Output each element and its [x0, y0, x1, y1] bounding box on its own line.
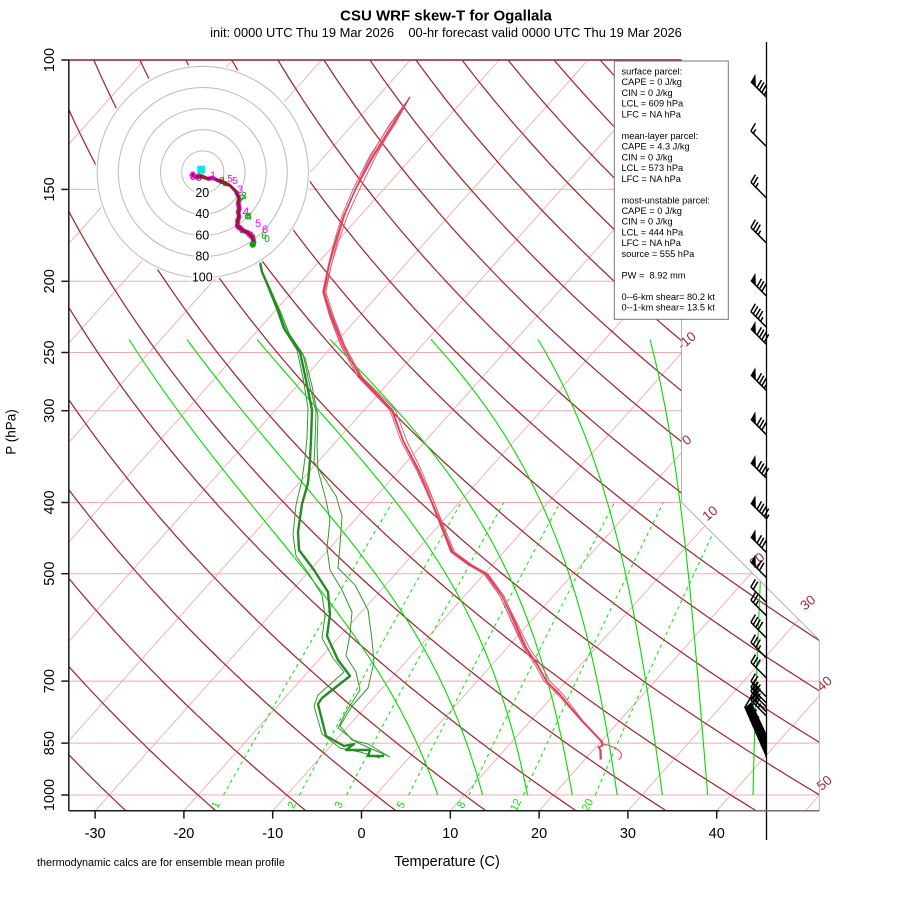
- svg-text:2: 2: [285, 800, 298, 811]
- svg-text:500: 500: [42, 562, 58, 586]
- svg-text:CIN = 0 J/kg: CIN = 0 J/kg: [622, 217, 673, 227]
- svg-text:3: 3: [237, 184, 243, 196]
- svg-text:700: 700: [42, 669, 58, 693]
- svg-text:0: 0: [357, 826, 365, 842]
- svg-text:4: 4: [246, 211, 252, 223]
- svg-text:init: 0000 UTC Thu 19 Mar 2026: init: 0000 UTC Thu 19 Mar 2026 00-hr for…: [210, 25, 682, 40]
- svg-text:CAPE = 0 J/kg: CAPE = 0 J/kg: [622, 77, 682, 87]
- svg-text:most-unstable parcel:: most-unstable parcel:: [622, 195, 710, 205]
- svg-text:80: 80: [195, 250, 209, 264]
- svg-text:60: 60: [195, 228, 209, 242]
- svg-text:12: 12: [508, 797, 524, 813]
- svg-text:LCL = 444 hPa: LCL = 444 hPa: [622, 228, 684, 238]
- svg-text:0--6-km shear= 80.2 kt: 0--6-km shear= 80.2 kt: [622, 292, 716, 302]
- svg-text:source = 555 hPa: source = 555 hPa: [622, 249, 696, 259]
- svg-text:0--1-km shear= 13.5 kt: 0--1-km shear= 13.5 kt: [622, 303, 716, 313]
- svg-text:PW = 8.92 mm: PW = 8.92 mm: [622, 270, 686, 280]
- svg-text:mean-layer parcel:: mean-layer parcel:: [622, 131, 699, 141]
- svg-text:5: 5: [255, 218, 261, 230]
- svg-text:LFC = NA hPa: LFC = NA hPa: [622, 174, 682, 184]
- svg-text:CSU WRF skew-T for Ogallala: CSU WRF skew-T for Ogallala: [340, 8, 552, 25]
- svg-text:6: 6: [262, 224, 268, 236]
- svg-text:surface parcel:: surface parcel:: [622, 67, 683, 77]
- svg-text:8: 8: [455, 800, 468, 811]
- svg-text:10: 10: [442, 826, 458, 842]
- svg-text:40: 40: [195, 207, 209, 221]
- svg-text:4: 4: [243, 205, 250, 219]
- svg-text:P (hPa): P (hPa): [4, 409, 19, 455]
- svg-text:thermodynamic calcs are for en: thermodynamic calcs are for ensemble mea…: [37, 857, 285, 869]
- svg-text:1: 1: [210, 800, 223, 811]
- svg-text:CIN = 0 J/kg: CIN = 0 J/kg: [622, 88, 673, 98]
- svg-text:6: 6: [261, 231, 267, 242]
- svg-text:10: 10: [699, 503, 720, 524]
- svg-text:LCL = 573 hPa: LCL = 573 hPa: [622, 163, 684, 173]
- svg-text:Temperature (C): Temperature (C): [394, 854, 500, 870]
- svg-text:100: 100: [42, 48, 58, 72]
- svg-text:-30: -30: [85, 826, 106, 842]
- svg-text:850: 850: [42, 731, 58, 755]
- svg-text:1: 1: [210, 170, 216, 182]
- svg-text:30: 30: [620, 826, 636, 842]
- svg-text:LFC = NA hPa: LFC = NA hPa: [622, 109, 682, 119]
- svg-text:20: 20: [580, 797, 596, 813]
- svg-text:100: 100: [192, 271, 213, 285]
- svg-text:250: 250: [42, 340, 58, 364]
- svg-text:0: 0: [190, 169, 197, 183]
- svg-text:LCL = 609 hPa: LCL = 609 hPa: [622, 99, 684, 109]
- svg-text:200: 200: [42, 269, 58, 293]
- svg-text:0: 0: [264, 234, 270, 245]
- svg-text:30: 30: [797, 592, 818, 613]
- svg-text:CIN = 0 J/kg: CIN = 0 J/kg: [622, 152, 673, 162]
- svg-text:5: 5: [395, 800, 408, 811]
- svg-text:2: 2: [219, 176, 225, 187]
- svg-text:CAPE = 0 J/kg: CAPE = 0 J/kg: [622, 206, 682, 216]
- svg-text:LFC = NA hPa: LFC = NA hPa: [622, 238, 682, 248]
- svg-text:-10: -10: [262, 826, 283, 842]
- svg-text:20: 20: [531, 826, 547, 842]
- svg-text:0: 0: [196, 172, 202, 184]
- svg-text:-20: -20: [173, 826, 194, 842]
- svg-text:20: 20: [195, 186, 209, 200]
- svg-text:3: 3: [333, 800, 346, 811]
- svg-text:5: 5: [227, 174, 233, 185]
- svg-text:300: 300: [42, 399, 58, 423]
- svg-text:400: 400: [42, 490, 58, 514]
- svg-text:150: 150: [42, 177, 58, 201]
- svg-text:5: 5: [232, 176, 238, 187]
- svg-text:40: 40: [709, 826, 725, 842]
- svg-text:1000: 1000: [42, 779, 58, 811]
- svg-text:3: 3: [241, 191, 247, 202]
- svg-text:CAPE = 4.3 J/kg: CAPE = 4.3 J/kg: [622, 142, 690, 152]
